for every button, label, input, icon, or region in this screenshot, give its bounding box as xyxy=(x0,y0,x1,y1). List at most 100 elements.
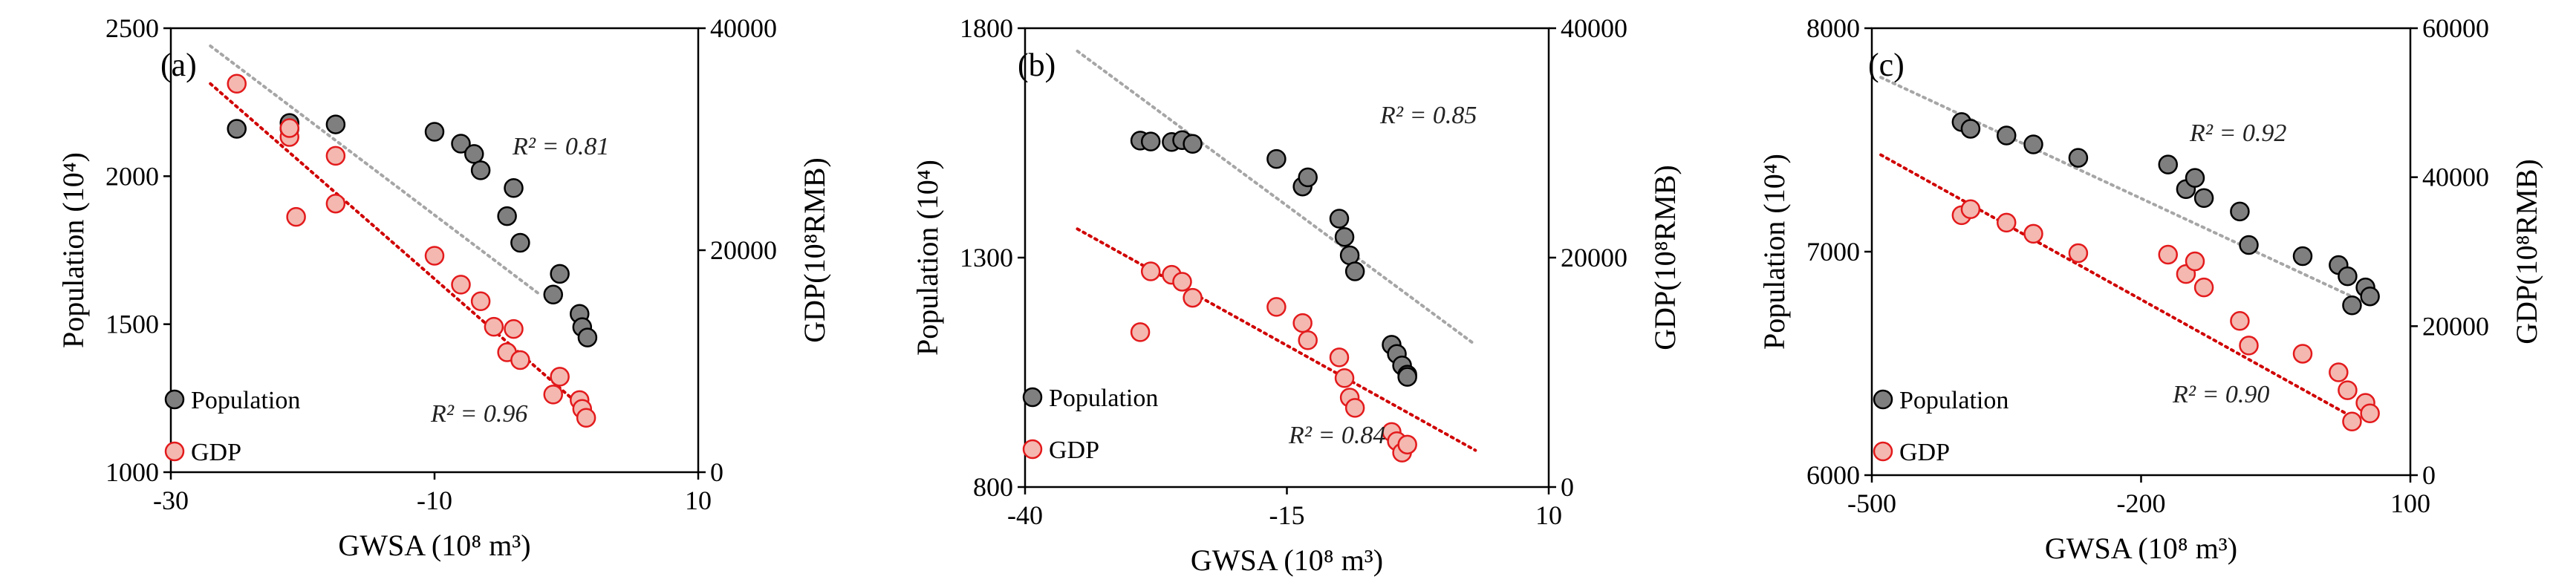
y-right-tick-label: 0 xyxy=(2422,460,2436,490)
y-right-tick-label: 20000 xyxy=(2422,311,2489,341)
y-right-axis-title: GDP(10⁸RMB) xyxy=(1648,165,1682,350)
data-point-gdp xyxy=(2239,336,2259,356)
y-left-tick-label: 2000 xyxy=(105,161,159,191)
legend-marker-population xyxy=(1873,389,1893,410)
r2-label-population: R² = 0.92 xyxy=(2189,120,2286,147)
series-population: R² = 0.92 Population xyxy=(1873,76,2380,414)
data-point-gdp xyxy=(325,146,346,166)
data-point-gdp xyxy=(279,118,299,138)
data-point-population xyxy=(1960,119,1981,139)
series-gdp: R² = 0.84 GDP xyxy=(1022,227,1477,464)
data-point-gdp xyxy=(1334,368,1355,388)
chart-panel-2: -40 -15 10 800 1300 1800 0 20000 40000 GWSA (10⁸ … xyxy=(911,13,1682,577)
data-point-population xyxy=(1329,209,1350,229)
data-point-gdp xyxy=(550,367,570,387)
y-right-tick-label: 40000 xyxy=(710,13,777,43)
data-point-gdp xyxy=(1329,347,1350,368)
data-point-population xyxy=(1334,226,1355,247)
y-left-tick-label: 7000 xyxy=(1806,237,1860,267)
x-axis-title: GWSA (10⁸ m³) xyxy=(338,529,530,562)
data-point-population xyxy=(470,160,491,180)
data-point-population xyxy=(1266,148,1287,169)
data-point-gdp xyxy=(2068,243,2089,264)
chart-panel-1: -30 -10 10 1000 1500 2000 2500 0 20000 40000 GWSA … xyxy=(56,13,831,562)
legend-label-population: Population xyxy=(1899,387,2009,414)
y-right-tick-label: 20000 xyxy=(710,235,777,265)
r2-label-gdp: R² = 0.96 xyxy=(430,400,527,428)
data-point-population xyxy=(2193,188,2214,209)
data-point-population xyxy=(577,327,598,347)
series-population: R² = 0.85 Population xyxy=(1022,49,1477,412)
data-point-gdp xyxy=(1298,330,1318,350)
legend-marker-population xyxy=(1022,387,1043,408)
y-right-tick-label: 40000 xyxy=(1561,13,1627,43)
data-point-gdp xyxy=(325,193,346,214)
panel-label: (a) xyxy=(160,47,197,83)
y-left-tick-label: 1300 xyxy=(960,243,1013,272)
data-point-gdp xyxy=(1130,322,1151,342)
y-right-tick-label: 40000 xyxy=(2422,163,2489,192)
legend-marker-gdp xyxy=(1873,441,1893,462)
y-left-tick-label: 1500 xyxy=(105,310,159,339)
data-point-population xyxy=(497,206,517,226)
legend-label-population: Population xyxy=(191,387,300,414)
legend-marker-gdp xyxy=(1022,439,1043,460)
data-point-population xyxy=(325,114,346,134)
x-tick-label: -10 xyxy=(417,486,452,515)
x-axis-title: GWSA (10⁸ m³) xyxy=(2045,532,2237,565)
y-right-tick-label: 60000 xyxy=(2422,13,2489,43)
data-point-gdp xyxy=(2023,223,2043,244)
data-point-gdp xyxy=(2185,251,2205,272)
data-point-gdp xyxy=(286,206,306,227)
data-point-gdp xyxy=(1172,272,1192,292)
data-point-gdp xyxy=(1183,287,1203,308)
legend-label-gdp: GDP xyxy=(191,439,241,466)
x-axis-title: GWSA (10⁸ m³) xyxy=(1191,543,1383,577)
panel-label: (c) xyxy=(1868,47,1905,83)
data-point-gdp xyxy=(504,318,524,339)
x-tick-label: -500 xyxy=(1847,489,1896,518)
data-point-gdp xyxy=(2158,244,2178,265)
y-right-axis-title: GDP(10⁸RMB) xyxy=(2510,159,2543,344)
series-gdp: R² = 0.90 GDP xyxy=(1873,153,2380,466)
y-right-tick-label: 20000 xyxy=(1561,243,1627,272)
y-left-axis-title: Population (10⁴) xyxy=(911,160,944,356)
trend-line-population xyxy=(1076,49,1477,347)
data-point-gdp xyxy=(2292,344,2313,364)
x-tick-label: -200 xyxy=(2117,489,2166,518)
data-point-gdp xyxy=(424,246,445,266)
data-point-gdp xyxy=(2338,380,2358,400)
data-point-gdp xyxy=(1292,313,1313,333)
y-right-axis-title: GDP(10⁸RMB) xyxy=(798,157,831,343)
data-point-population xyxy=(2230,201,2250,222)
data-point-gdp xyxy=(484,316,504,337)
data-point-gdp xyxy=(2360,403,2380,423)
trend-line-population xyxy=(1879,76,2358,301)
data-point-gdp xyxy=(2193,277,2214,298)
y-left-tick-label: 1000 xyxy=(105,457,159,487)
panel-label: (b) xyxy=(1018,47,1056,83)
data-point-population xyxy=(550,264,570,284)
data-point-gdp xyxy=(1344,398,1365,418)
y-left-axis-title: Population (10⁴) xyxy=(56,152,90,348)
data-point-population xyxy=(1344,261,1365,281)
x-tick-label: 10 xyxy=(685,486,712,515)
r2-label-gdp: R² = 0.84 xyxy=(1288,422,1385,449)
data-point-population xyxy=(2185,168,2205,188)
plot-frame xyxy=(1024,27,1550,489)
data-point-population xyxy=(2158,154,2178,174)
y-right-tick-label: 0 xyxy=(1561,472,1574,502)
x-tick-label: -30 xyxy=(153,486,189,515)
y-left-tick-label: 8000 xyxy=(1806,13,1860,43)
data-point-gdp xyxy=(510,350,530,370)
data-point-gdp xyxy=(1997,212,2017,233)
y-left-tick-label: 6000 xyxy=(1806,460,1860,490)
trend-line-population xyxy=(209,44,541,296)
legend-label-gdp: GDP xyxy=(1049,437,1099,464)
y-left-tick-label: 800 xyxy=(973,472,1013,502)
data-point-population xyxy=(2292,246,2313,267)
data-point-population xyxy=(1140,131,1161,151)
data-point-population xyxy=(1997,125,2017,146)
